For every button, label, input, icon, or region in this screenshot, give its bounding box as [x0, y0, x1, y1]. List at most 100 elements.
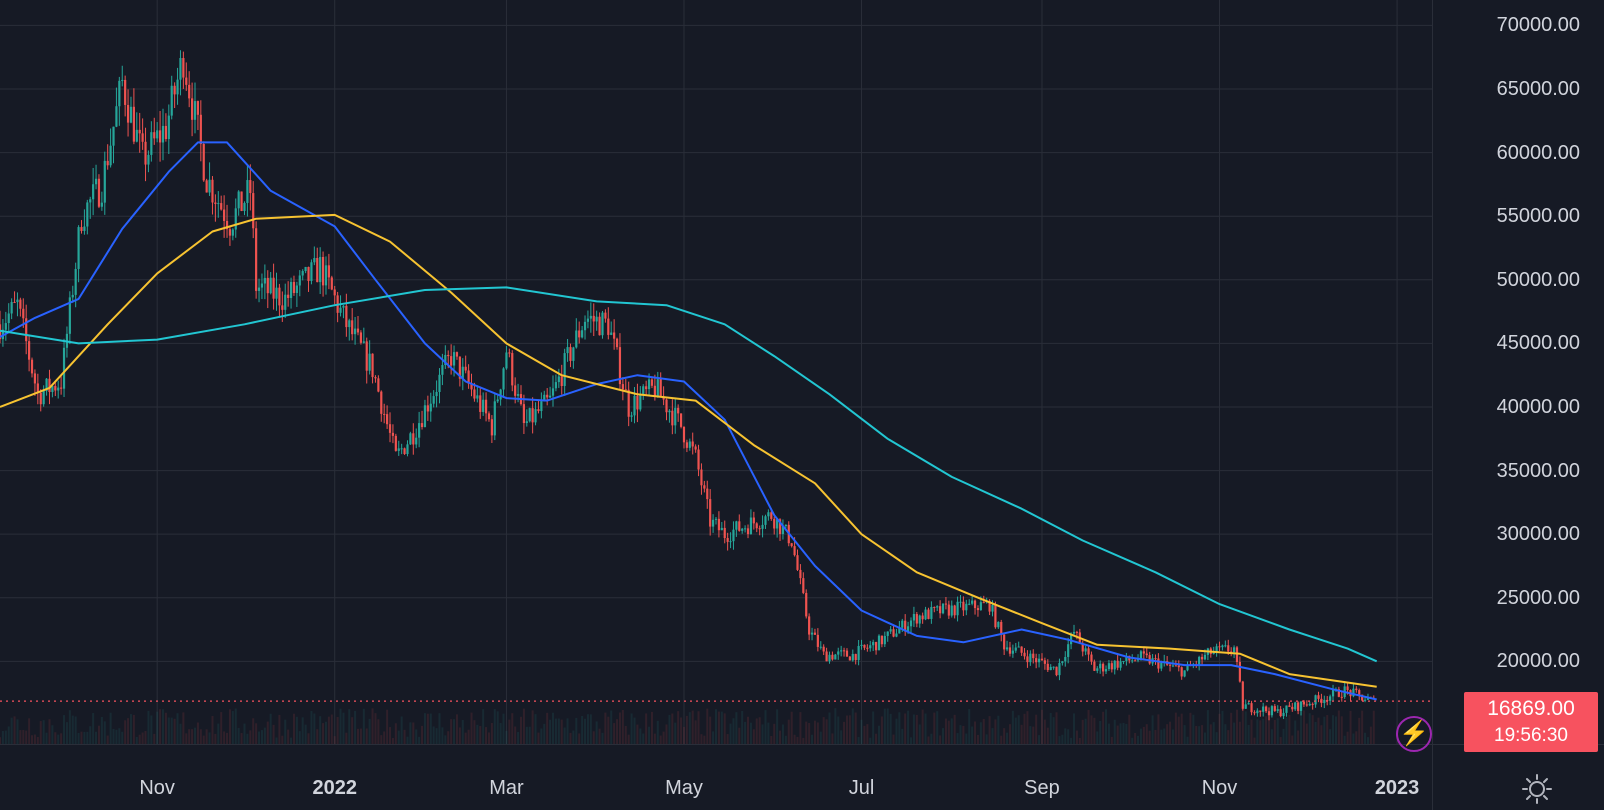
- volume-bar: [971, 726, 974, 744]
- candle: [805, 589, 808, 619]
- volume-bar: [508, 719, 511, 744]
- volume-bar: [1183, 725, 1186, 744]
- price-tick-label: 60000.00: [1496, 141, 1580, 164]
- volume-bar: [1265, 716, 1268, 744]
- volume-bar: [790, 711, 793, 744]
- candle: [947, 600, 950, 619]
- candle: [121, 65, 124, 87]
- volume-bar: [1288, 714, 1291, 744]
- candle: [525, 409, 528, 427]
- volume-bar: [907, 710, 910, 744]
- volume-bar: [464, 732, 467, 744]
- volume-bar: [1075, 730, 1078, 744]
- volume-bar: [1302, 710, 1305, 744]
- candle: [802, 572, 805, 595]
- volume-bar: [447, 731, 450, 744]
- candle: [933, 606, 936, 613]
- volume-bar: [1206, 710, 1209, 744]
- candle: [1037, 653, 1041, 668]
- candle: [1256, 708, 1259, 717]
- volume-bar: [685, 715, 688, 744]
- candle: [39, 389, 42, 412]
- candle: [1003, 633, 1006, 655]
- gear-icon[interactable]: [1521, 773, 1553, 805]
- volume-bar: [444, 735, 447, 744]
- volume-bar: [779, 730, 782, 744]
- candle: [269, 272, 272, 295]
- candle: [723, 520, 726, 544]
- volume-bar: [1139, 728, 1142, 744]
- volume-bar: [167, 717, 170, 744]
- volume-bar: [723, 713, 726, 744]
- volume-bar: [435, 728, 438, 744]
- volume-bar: [54, 732, 57, 744]
- candle: [921, 612, 924, 624]
- candle: [851, 649, 854, 662]
- volume-bar: [837, 716, 840, 744]
- volume-bar: [761, 724, 764, 744]
- volume-bar: [732, 718, 735, 744]
- candle: [502, 367, 505, 398]
- candle: [956, 596, 959, 622]
- volume-bar: [39, 721, 42, 744]
- candle: [1163, 654, 1166, 667]
- volume-bar: [747, 716, 750, 744]
- candle: [490, 415, 493, 444]
- volume-bar: [1105, 709, 1108, 744]
- volume-bar: [744, 721, 747, 744]
- volume-bar: [904, 713, 907, 744]
- volume-bar: [802, 737, 805, 744]
- candle: [135, 112, 138, 143]
- volume-bar: [671, 713, 674, 744]
- candle: [735, 520, 738, 537]
- volume-bar: [1011, 710, 1014, 744]
- candle: [458, 356, 461, 387]
- volume-bar: [60, 733, 63, 744]
- volume-bar: [764, 710, 767, 744]
- volume-bar: [45, 732, 48, 744]
- candle: [28, 336, 31, 372]
- candle: [182, 51, 185, 89]
- volume-bar: [194, 727, 197, 744]
- volume-bar: [950, 718, 953, 744]
- candle: [118, 76, 121, 126]
- volume-bar: [773, 723, 776, 744]
- candle: [831, 651, 834, 661]
- candle: [531, 397, 534, 434]
- candle: [147, 150, 150, 173]
- volume-bar: [720, 711, 723, 744]
- candle: [1090, 651, 1093, 665]
- volume-bar: [36, 736, 39, 744]
- volume-bar: [1148, 730, 1151, 744]
- volume-bar: [313, 713, 316, 744]
- volume-bar: [269, 713, 272, 744]
- volume-bar: [610, 710, 613, 744]
- volume-bar: [613, 723, 616, 744]
- candle: [1029, 650, 1032, 666]
- volume-bar: [1369, 726, 1372, 744]
- candle: [674, 399, 677, 434]
- candle: [1259, 710, 1262, 717]
- candle: [237, 190, 240, 216]
- volume-bar: [1209, 724, 1212, 744]
- candle: [755, 522, 758, 533]
- volume-bar: [569, 732, 572, 744]
- candle: [685, 439, 688, 453]
- candle: [112, 126, 115, 164]
- volume-bar: [476, 724, 479, 744]
- volume-bar: [327, 716, 330, 744]
- volume-bar: [214, 733, 217, 744]
- lightning-bolt-icon[interactable]: ⚡: [1396, 716, 1432, 752]
- candle: [231, 228, 234, 241]
- volume-bar: [883, 708, 886, 744]
- volume-bar: [994, 719, 997, 744]
- volume-bar: [1314, 721, 1317, 744]
- candle: [42, 385, 45, 407]
- volume-bar: [432, 726, 435, 744]
- candle: [997, 621, 1000, 629]
- volume-bar: [191, 729, 194, 744]
- candle: [810, 627, 814, 641]
- volume-bar: [1049, 712, 1052, 744]
- volume-bar: [554, 718, 557, 744]
